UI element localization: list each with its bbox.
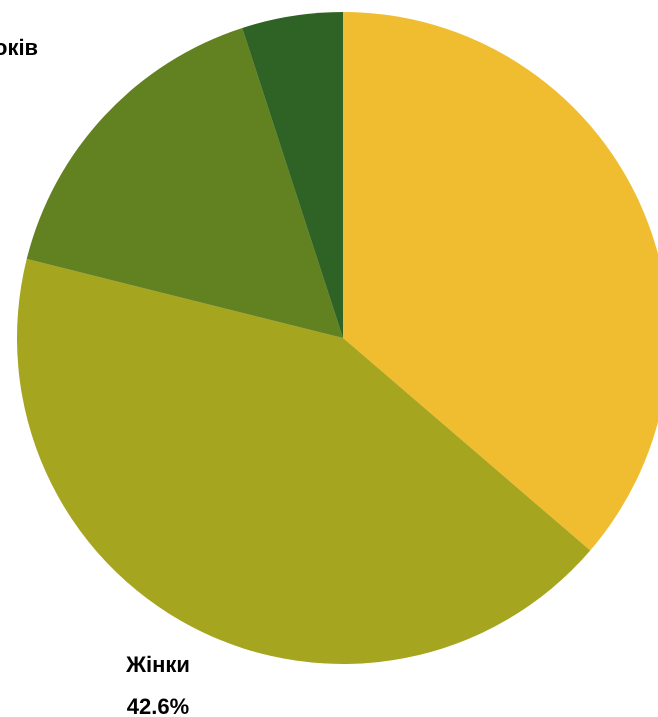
pie-slice-2 <box>26 27 344 339</box>
label-top-left-fragment: оків <box>0 35 38 60</box>
label-zhinky-name: Жінки <box>125 652 190 677</box>
label-zhinky-percent: 42.6% <box>127 694 189 717</box>
pie-slices <box>16 12 658 665</box>
pie-slice-3 <box>242 12 343 338</box>
pie-slice-0 <box>343 12 658 551</box>
pie-slice-1 <box>16 258 591 665</box>
